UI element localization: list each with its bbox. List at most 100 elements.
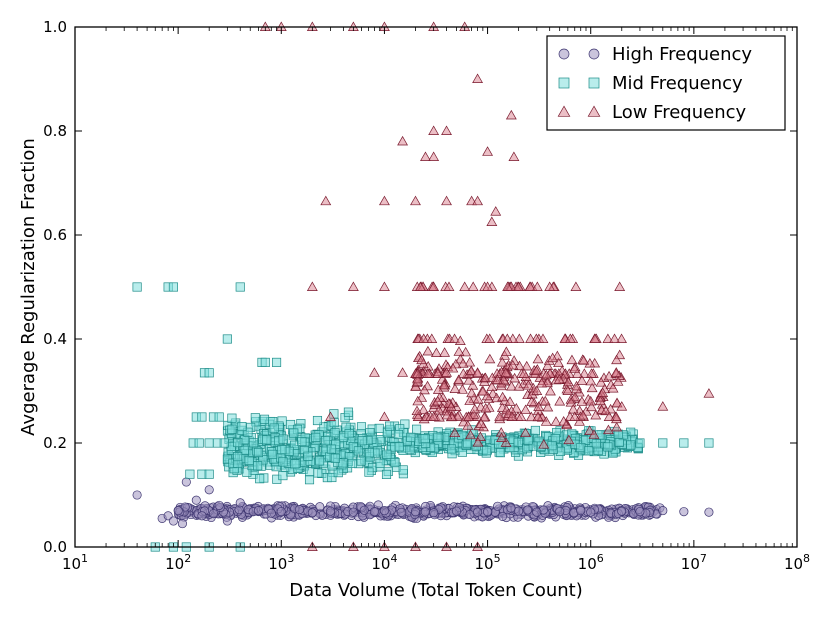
data-point xyxy=(614,281,626,291)
data-point xyxy=(168,516,178,526)
data-point xyxy=(432,395,444,406)
data-point xyxy=(569,363,581,373)
data-point xyxy=(406,432,416,442)
data-point xyxy=(554,395,566,406)
data-point xyxy=(544,281,556,291)
data-point xyxy=(418,404,429,415)
data-point xyxy=(462,438,472,448)
data-point xyxy=(496,356,508,367)
y-tick-label: 0.6 xyxy=(43,226,67,244)
data-point xyxy=(396,507,406,517)
data-point xyxy=(603,411,615,421)
data-point xyxy=(533,401,545,411)
data-point xyxy=(412,373,423,384)
data-point xyxy=(276,507,286,517)
data-point xyxy=(304,475,315,485)
data-point xyxy=(411,405,423,416)
data-point xyxy=(330,428,340,438)
data-point xyxy=(469,403,481,414)
data-point xyxy=(576,442,586,453)
data-point xyxy=(635,438,645,448)
data-point xyxy=(558,415,570,426)
data-point xyxy=(457,358,469,368)
y-tick-label: 0.8 xyxy=(43,122,67,140)
data-point xyxy=(219,438,229,448)
y-tick-label: 0.2 xyxy=(43,434,67,452)
data-point xyxy=(208,509,219,519)
data-point xyxy=(626,440,636,450)
data-point xyxy=(553,357,564,368)
data-point xyxy=(585,375,597,386)
data-point xyxy=(177,519,187,529)
data-point xyxy=(449,333,460,343)
data-point xyxy=(482,281,494,291)
data-point xyxy=(472,195,484,206)
data-point xyxy=(222,516,232,526)
legend-marker xyxy=(557,105,571,117)
data-point xyxy=(463,375,475,385)
data-point xyxy=(347,281,359,291)
data-point xyxy=(278,434,288,444)
data-point xyxy=(311,432,321,442)
data-point xyxy=(658,438,668,448)
data-point xyxy=(603,424,614,435)
data-point xyxy=(233,452,243,462)
data-point xyxy=(410,507,421,517)
data-point xyxy=(447,362,459,373)
data-point xyxy=(531,385,543,395)
data-point xyxy=(445,401,457,412)
data-point xyxy=(515,411,527,421)
x-tick-label: 105 xyxy=(475,552,501,573)
data-point xyxy=(185,469,195,479)
data-point xyxy=(453,346,465,356)
data-point xyxy=(617,506,627,516)
data-point xyxy=(525,333,536,343)
data-point xyxy=(214,412,224,422)
data-point xyxy=(368,367,380,377)
data-point xyxy=(539,395,551,406)
data-point xyxy=(307,508,317,518)
x-tick-label: 101 xyxy=(62,552,88,573)
data-point xyxy=(204,368,214,378)
data-point xyxy=(428,125,440,135)
data-point xyxy=(481,390,493,401)
data-point xyxy=(507,359,519,370)
data-point xyxy=(506,503,516,513)
data-point xyxy=(578,355,590,365)
data-point xyxy=(197,511,207,521)
data-point xyxy=(312,415,323,426)
y-tick-label: 1.0 xyxy=(43,18,67,36)
data-point xyxy=(253,506,263,516)
series-mid-frequency xyxy=(132,282,714,552)
legend-marker xyxy=(588,48,600,60)
data-point xyxy=(477,385,489,396)
data-point xyxy=(338,458,348,468)
data-point xyxy=(443,281,455,291)
data-point xyxy=(502,281,514,291)
data-point xyxy=(412,424,422,434)
data-point xyxy=(500,346,512,357)
data-point xyxy=(616,401,628,411)
data-point xyxy=(569,411,581,421)
data-point xyxy=(327,472,337,483)
data-point xyxy=(577,409,589,420)
data-point xyxy=(463,411,475,421)
data-point xyxy=(441,125,452,135)
data-point xyxy=(248,438,259,448)
data-point xyxy=(222,334,232,344)
data-point xyxy=(526,396,538,406)
data-point xyxy=(397,135,409,146)
data-point xyxy=(492,374,503,384)
data-point xyxy=(255,474,265,484)
data-point xyxy=(397,367,409,377)
data-point xyxy=(565,397,577,407)
data-point xyxy=(532,411,544,422)
data-point xyxy=(453,374,465,385)
data-point xyxy=(462,420,474,430)
data-point xyxy=(532,353,544,364)
x-tick-label: 103 xyxy=(268,552,294,573)
data-point xyxy=(494,411,506,421)
data-point xyxy=(239,445,249,455)
data-point xyxy=(325,411,336,421)
data-point xyxy=(562,376,574,387)
